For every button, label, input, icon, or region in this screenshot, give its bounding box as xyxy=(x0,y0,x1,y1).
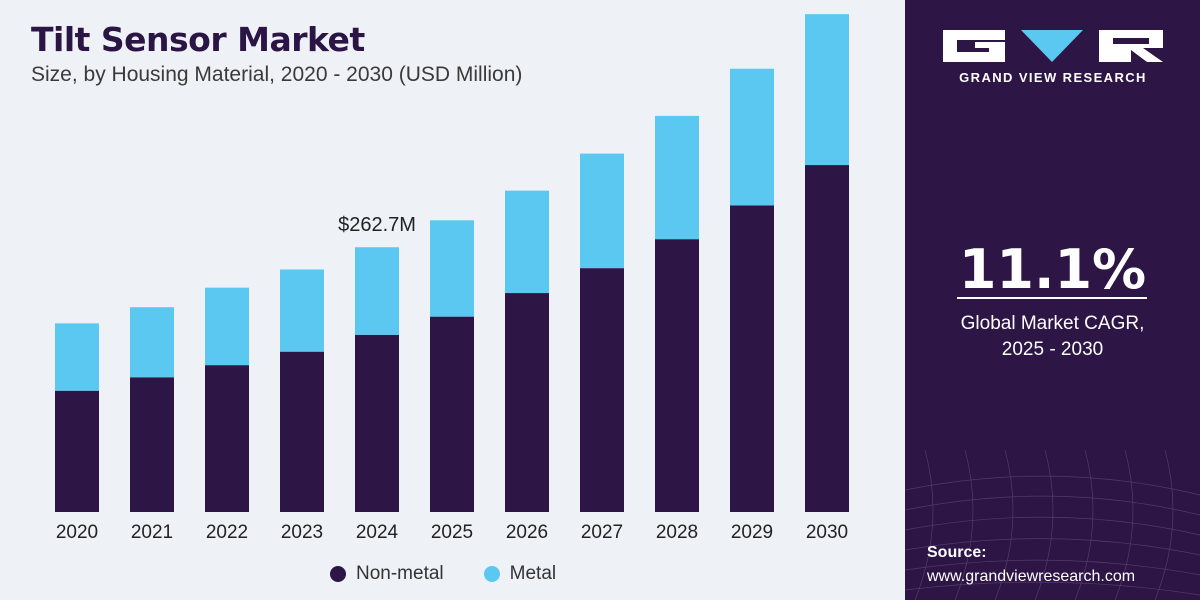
source-label: Source: xyxy=(927,544,987,561)
bar-metal-2029 xyxy=(730,68,774,206)
cagr-label-line1: Global Market CAGR, xyxy=(960,313,1145,334)
x-tick-label-2023: 2023 xyxy=(281,522,323,543)
cagr-label-line2: 2025 - 2030 xyxy=(1001,339,1104,360)
x-tick-label-2024: 2024 xyxy=(356,522,399,543)
bar-non-metal-2028 xyxy=(655,239,699,512)
legend-swatch-metal xyxy=(483,566,500,582)
x-tick-label-2026: 2026 xyxy=(506,522,548,543)
data-label-2024: $262.7M xyxy=(338,214,416,236)
chart-subtitle: Size, by Housing Material, 2020 - 2030 (… xyxy=(31,63,523,86)
bar-metal-2023 xyxy=(280,269,324,352)
bar-non-metal-2023 xyxy=(280,351,324,512)
bar-non-metal-2020 xyxy=(55,390,99,512)
source-link[interactable]: www.grandviewresearch.com xyxy=(927,568,1136,585)
mesh-background-decoration xyxy=(905,450,1200,600)
cagr-label: Global Market CAGR, 2025 - 2030 xyxy=(905,311,1200,363)
legend-item-non-metal: Non-metal xyxy=(330,563,444,585)
legend-label-metal: Metal xyxy=(509,563,557,584)
bar-metal-2022 xyxy=(205,287,249,366)
bar-metal-2026 xyxy=(505,190,549,294)
bar-metal-2024 xyxy=(355,247,399,335)
bar-metal-2027 xyxy=(580,153,624,269)
cagr-value: 11.1% xyxy=(958,238,1147,301)
chart-legend: Non-metal Metal xyxy=(330,563,596,585)
bar-metal-2030 xyxy=(805,14,849,166)
bar-non-metal-2021 xyxy=(130,377,174,512)
legend-label-non-metal: Non-metal xyxy=(356,563,444,584)
bar-non-metal-2027 xyxy=(580,268,624,512)
legend-swatch-non-metal xyxy=(330,566,346,582)
x-tick-label-2028: 2028 xyxy=(656,522,698,543)
bar-metal-2021 xyxy=(130,307,174,378)
x-tick-label-2025: 2025 xyxy=(431,522,473,543)
x-tick-label-2020: 2020 xyxy=(56,522,98,543)
bar-non-metal-2022 xyxy=(205,365,249,512)
bar-chart: 2020 2021 2022 2023 2024 2025 2026 2027 2028 2029… xyxy=(55,14,849,543)
bar-metal-2025 xyxy=(430,220,474,317)
bar-non-metal-2030 xyxy=(805,165,849,513)
x-tick-label-2022: 2022 xyxy=(206,522,248,543)
cagr-divider xyxy=(957,297,1147,299)
bar-non-metal-2024 xyxy=(355,334,399,512)
brand-name: GRAND VIEW RESEARCH xyxy=(959,70,1147,85)
chart-panel: Tilt Sensor Market Size, by Housing Mate… xyxy=(31,14,849,585)
bar-metal-2028 xyxy=(655,115,699,240)
legend-item-metal: Metal xyxy=(483,563,557,585)
x-tick-label-2030: 2030 xyxy=(806,522,848,543)
bar-non-metal-2025 xyxy=(430,316,474,512)
bar-non-metal-2029 xyxy=(730,205,774,512)
x-tick-label-2027: 2027 xyxy=(581,522,623,543)
bar-non-metal-2026 xyxy=(505,293,549,512)
grand-view-research-logo xyxy=(943,26,1163,64)
bar-metal-2020 xyxy=(55,323,99,391)
brand-panel: GRAND VIEW RESEARCH 11.1% Global Market … xyxy=(905,0,1200,600)
chart-title: Tilt Sensor Market xyxy=(31,20,365,59)
x-tick-label-2021: 2021 xyxy=(131,522,173,543)
x-tick-label-2029: 2029 xyxy=(731,522,773,543)
